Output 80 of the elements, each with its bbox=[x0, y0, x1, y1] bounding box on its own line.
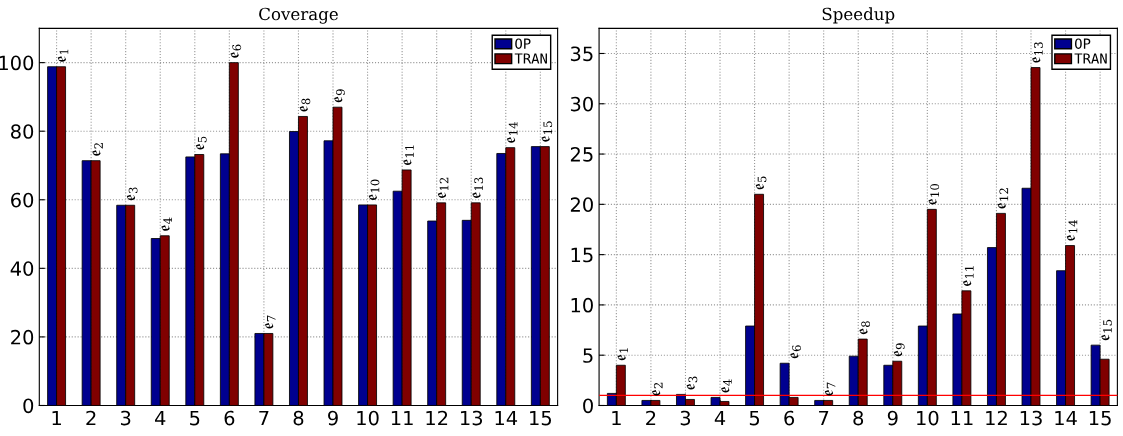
x-tick-label: 4 bbox=[155, 410, 166, 426]
annotation: 𝔢$_{7}$ bbox=[265, 315, 276, 329]
annotation: 𝔢$_{6}$ bbox=[230, 44, 242, 58]
annotation: 𝔢$_{5}$ bbox=[196, 136, 207, 150]
y-tick-label: 25 bbox=[570, 147, 593, 162]
x-tick-label: 9 bbox=[887, 410, 898, 426]
x-tick-label: 3 bbox=[680, 410, 691, 426]
x-tick-label: 1 bbox=[52, 410, 61, 426]
y-tick-label: 20 bbox=[570, 197, 593, 212]
x-tick-label: 12 bbox=[426, 410, 448, 426]
annotation: 𝔢$_{13}$ bbox=[472, 177, 484, 198]
x-tick-label: 5 bbox=[749, 410, 760, 426]
annotation: 𝔢$_{9}$ bbox=[334, 89, 345, 103]
legend-label: OP bbox=[515, 38, 531, 49]
annotation: 𝔢$_{10}$ bbox=[928, 183, 940, 205]
legend-label: TRAN bbox=[1074, 53, 1107, 64]
annotation: 𝔢$_{1}$ bbox=[617, 348, 629, 361]
x-tick-label: 11 bbox=[391, 410, 413, 426]
x-tick-label: 15 bbox=[1089, 410, 1111, 426]
x-tick-label: 11 bbox=[951, 410, 973, 426]
y-tick-label: 80 bbox=[11, 124, 34, 139]
annotation: 𝔢$_{6}$ bbox=[790, 345, 801, 359]
y-tick-label: 10 bbox=[571, 297, 593, 313]
annotation: 𝔢$_{2}$ bbox=[652, 382, 663, 396]
annotation: 𝔢$_{13}$ bbox=[1032, 42, 1043, 63]
y-tick-label: 30 bbox=[570, 96, 593, 112]
x-tick-label: 3 bbox=[120, 410, 131, 426]
annotation: 𝔢$_{11}$ bbox=[963, 266, 974, 286]
x-tick-label: 13 bbox=[1020, 410, 1042, 426]
legend-label: OP bbox=[1075, 38, 1091, 49]
x-tick-label: 6 bbox=[224, 410, 235, 426]
annotation: 𝔢$_{3}$ bbox=[686, 376, 698, 390]
chart-title: Speedup bbox=[822, 7, 895, 24]
x-tick-label: 7 bbox=[819, 410, 829, 426]
annotation: 𝔢$_{7}$ bbox=[824, 382, 836, 396]
y-tick-label: 0 bbox=[23, 398, 34, 414]
y-tick-label: 5 bbox=[583, 348, 593, 363]
y-tick-label: 100 bbox=[0, 55, 34, 71]
annotation: 𝔢$_{8}$ bbox=[859, 321, 871, 335]
annotation: 𝔢$_{9}$ bbox=[894, 343, 905, 357]
x-tick-label: 6 bbox=[784, 410, 795, 426]
x-tick-label: 8 bbox=[853, 410, 864, 426]
x-tick-label: 14 bbox=[495, 410, 518, 426]
x-tick-label: 7 bbox=[259, 410, 269, 426]
annotation: 𝔢$_{5}$ bbox=[755, 176, 767, 190]
x-tick-label: 5 bbox=[190, 410, 200, 426]
y-tick-label: 0 bbox=[583, 398, 593, 414]
y-tick-label: 60 bbox=[11, 192, 34, 208]
annotation: 𝔢$_{12}$ bbox=[997, 188, 1009, 209]
x-tick-label: 9 bbox=[328, 410, 338, 426]
x-tick-label: 2 bbox=[646, 410, 656, 426]
annotation: 𝔢$_{4}$ bbox=[721, 379, 732, 393]
annotation: 𝔢$_{8}$ bbox=[299, 98, 311, 112]
x-tick-label: 8 bbox=[293, 410, 304, 426]
annotation: 𝔢$_{4}$ bbox=[161, 217, 172, 231]
y-tick-label: 20 bbox=[11, 329, 34, 345]
x-tick-label: 10 bbox=[917, 410, 939, 426]
x-tick-label: 10 bbox=[357, 410, 379, 426]
annotation: 𝔢$_{15}$ bbox=[541, 121, 553, 142]
y-tick-label: 35 bbox=[570, 46, 593, 62]
annotation: 𝔢$_{12}$ bbox=[437, 177, 449, 198]
annotation: 𝔢$_{1}$ bbox=[57, 49, 69, 62]
annotation: 𝔢$_{14}$ bbox=[507, 122, 518, 143]
annotation: 𝔢$_{11}$ bbox=[403, 145, 414, 165]
annotation: 𝔢$_{15}$ bbox=[1101, 319, 1112, 341]
x-tick-label: 12 bbox=[986, 410, 1007, 426]
x-tick-label: 13 bbox=[460, 410, 483, 426]
x-tick-label: 4 bbox=[714, 410, 726, 426]
chart-title: Coverage bbox=[259, 7, 338, 24]
annotation: 𝔢$_{10}$ bbox=[368, 179, 380, 200]
x-tick-label: 1 bbox=[612, 410, 621, 426]
y-tick-label: 15 bbox=[571, 247, 593, 263]
annotation: 𝔢$_{2}$ bbox=[92, 143, 103, 156]
annotation: 𝔢$_{3}$ bbox=[126, 187, 138, 201]
x-tick-label: 15 bbox=[530, 410, 552, 426]
legend-label: TRAN bbox=[514, 53, 547, 64]
y-tick-label: 40 bbox=[10, 261, 34, 276]
x-tick-label: 2 bbox=[86, 410, 96, 426]
annotation: 𝔢$_{14}$ bbox=[1066, 220, 1078, 241]
x-tick-label: 14 bbox=[1055, 410, 1077, 426]
